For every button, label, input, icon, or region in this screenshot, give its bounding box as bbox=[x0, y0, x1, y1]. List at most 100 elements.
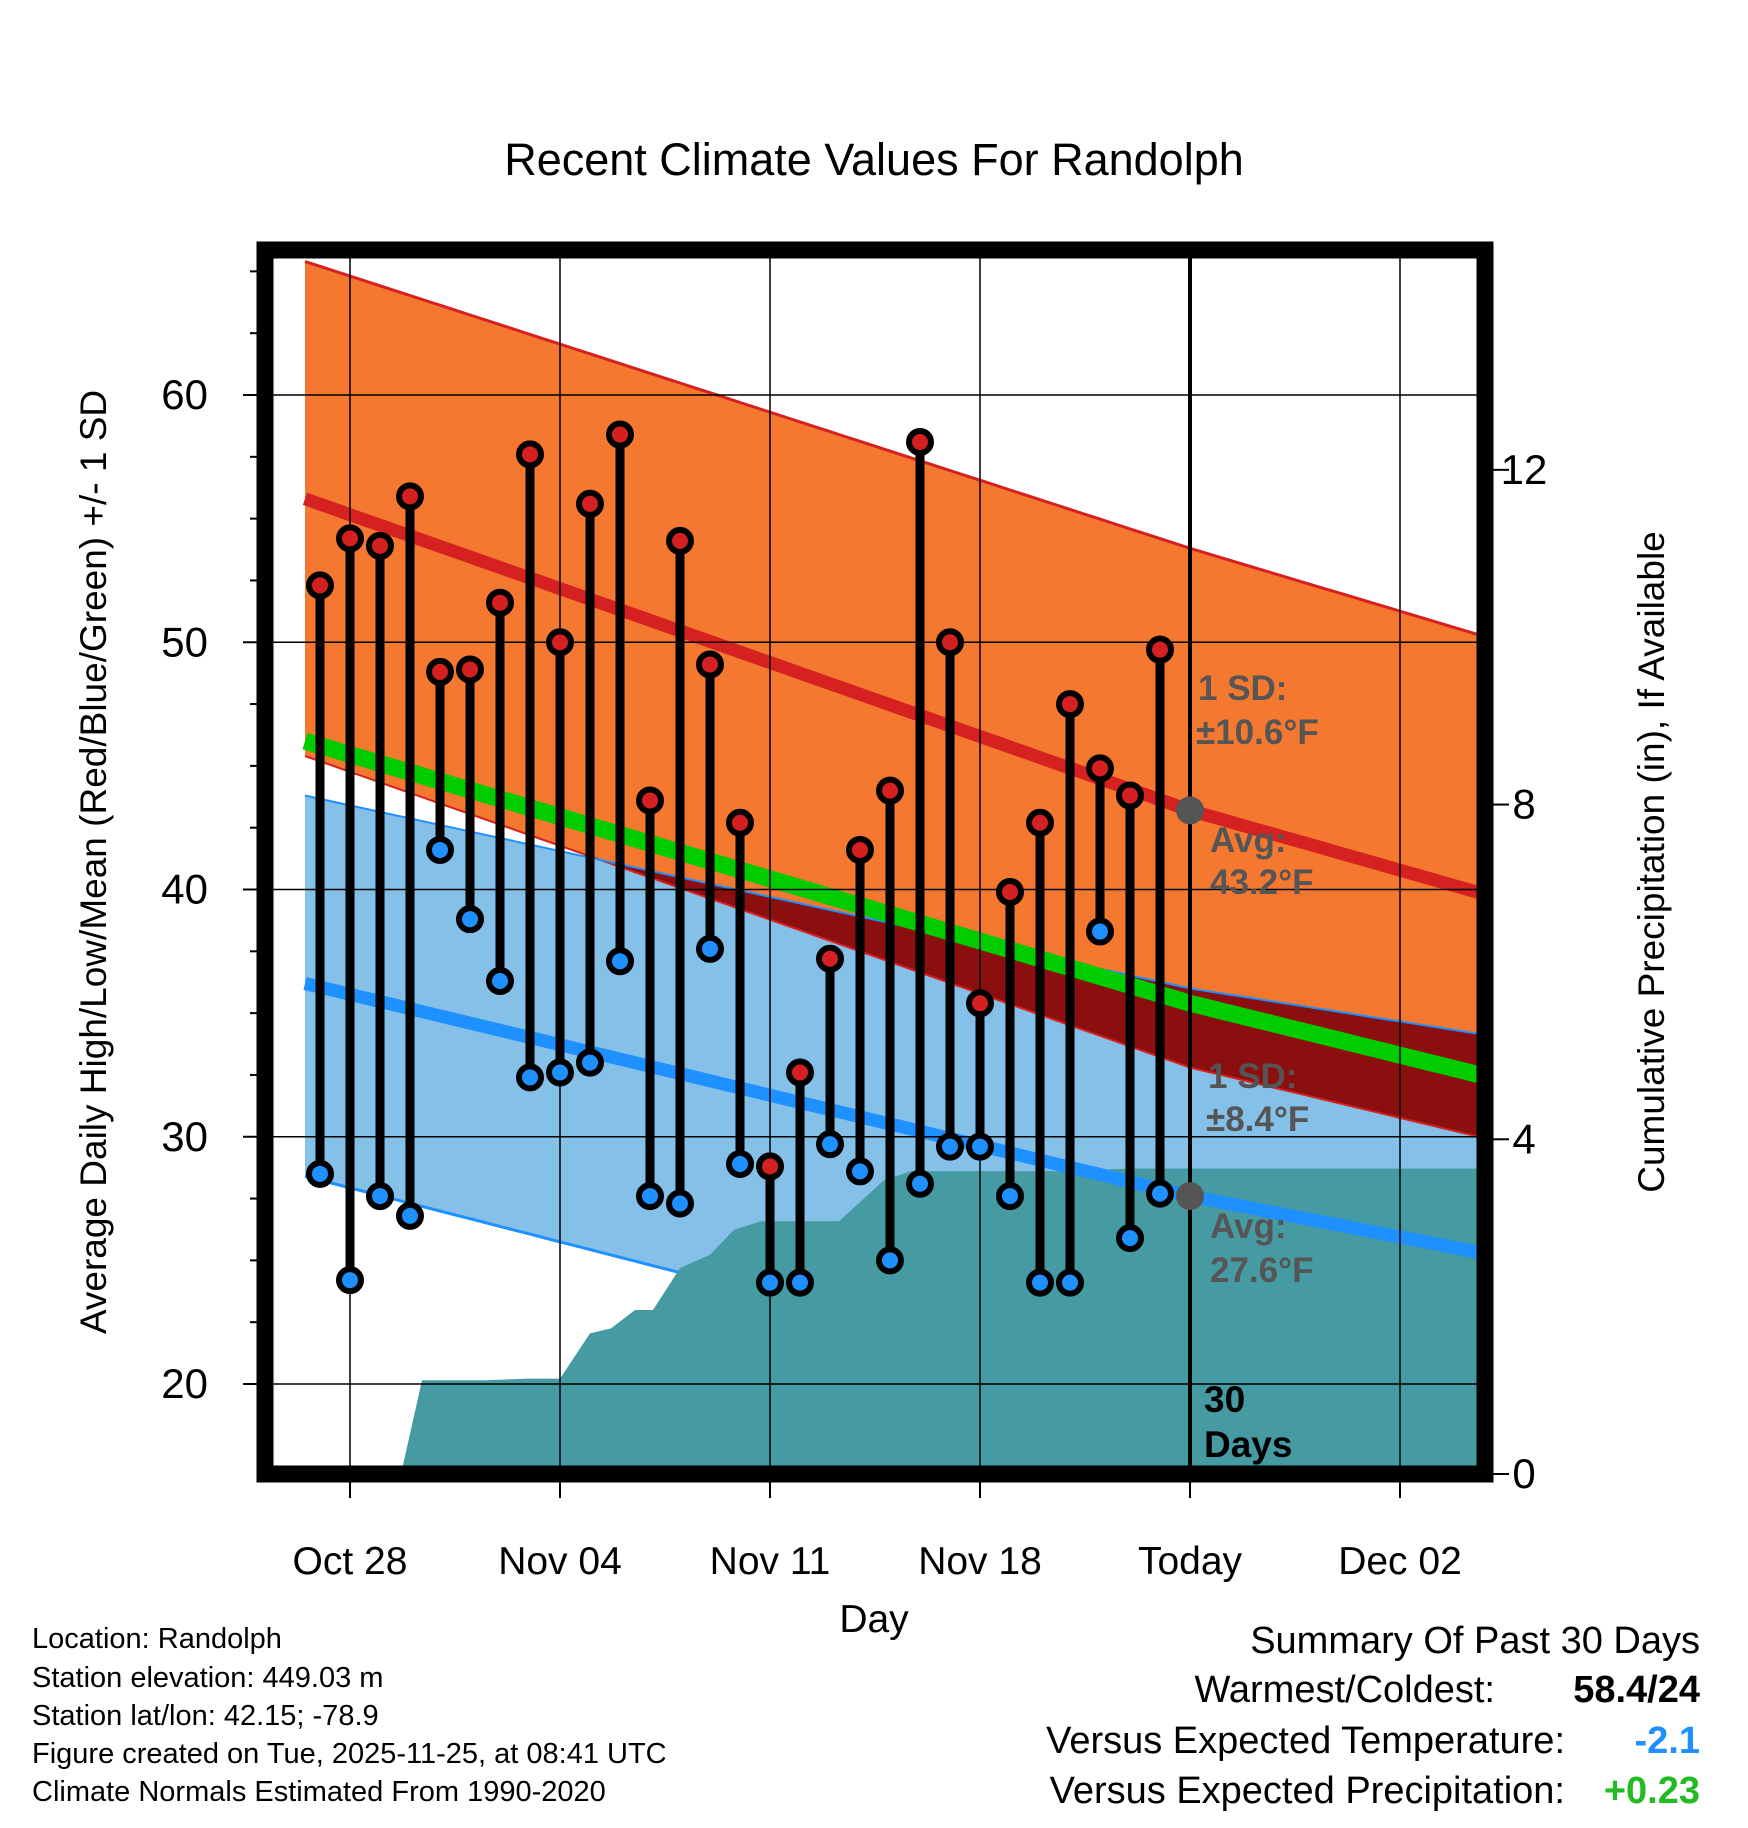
normal-mean-line bbox=[302, 732, 1485, 1085]
obs-high-point bbox=[996, 877, 1024, 906]
y-tick-label: 30 bbox=[161, 1113, 208, 1160]
summary-title: Summary Of Past 30 Days bbox=[1250, 1620, 1700, 1662]
obs-high-point bbox=[546, 628, 574, 657]
y-tick-label: 20 bbox=[161, 1360, 208, 1407]
y-tick-label: 40 bbox=[161, 866, 208, 913]
obs-high-point bbox=[396, 482, 424, 511]
obs-low-point bbox=[1116, 1224, 1144, 1253]
chart-title: Recent Climate Values For Randolph bbox=[504, 134, 1244, 185]
obs-low-point bbox=[756, 1268, 784, 1297]
x-tick-label: Nov 18 bbox=[918, 1540, 1042, 1583]
obs-high-point bbox=[1026, 808, 1054, 837]
obs-low-point bbox=[996, 1182, 1024, 1211]
y2-tick-label: 8 bbox=[1512, 781, 1535, 828]
today-high-avg-point bbox=[1176, 796, 1204, 825]
obs-high-point bbox=[1116, 781, 1144, 810]
summary-warm-cold-label: Warmest/Coldest: bbox=[1194, 1669, 1495, 1711]
x-tick-label: Today bbox=[1138, 1540, 1243, 1583]
obs-high-point bbox=[1146, 635, 1174, 664]
obs-low-point bbox=[906, 1169, 934, 1198]
y-tick-label: 60 bbox=[161, 371, 208, 418]
high-sd-value: ±10.6°F bbox=[1196, 713, 1319, 752]
x-tick-label: Oct 28 bbox=[293, 1540, 408, 1583]
window-unit: Days bbox=[1204, 1424, 1292, 1465]
obs-low-point bbox=[1026, 1268, 1054, 1297]
high-upper-edge bbox=[304, 260, 1485, 639]
info-latlon: Station lat/lon: 42.15; -78.9 bbox=[32, 1700, 379, 1732]
obs-low-point bbox=[696, 934, 724, 963]
low-sd-label: 1 SD: bbox=[1208, 1057, 1297, 1096]
high-sd-label: 1 SD: bbox=[1198, 669, 1287, 708]
x-tick-label: Nov 11 bbox=[710, 1540, 831, 1583]
obs-high-point bbox=[966, 989, 994, 1018]
obs-high-point bbox=[606, 420, 634, 449]
high-avg-label: Avg: bbox=[1210, 821, 1286, 860]
summary-precip-value: +0.23 bbox=[1603, 1770, 1700, 1812]
obs-low-point bbox=[636, 1182, 664, 1211]
summary-precip-label: Versus Expected Precipitation: bbox=[1049, 1770, 1565, 1812]
info-created: Figure created on Tue, 2025-11-25, at 08… bbox=[32, 1738, 667, 1770]
obs-high-point bbox=[726, 808, 754, 837]
obs-low-point bbox=[966, 1132, 994, 1161]
obs-high-point bbox=[1056, 690, 1084, 719]
y2-tick-label: 4 bbox=[1512, 1115, 1535, 1162]
obs-low-point bbox=[786, 1268, 814, 1297]
obs-high-point bbox=[936, 628, 964, 657]
obs-high-point bbox=[786, 1058, 814, 1087]
obs-low-point bbox=[546, 1058, 574, 1087]
y2-tick-label: 0 bbox=[1512, 1450, 1535, 1497]
summary-temp-value: -2.1 bbox=[1634, 1720, 1700, 1762]
obs-low-point bbox=[336, 1266, 364, 1295]
obs-high-point bbox=[666, 526, 694, 555]
obs-low-point bbox=[306, 1159, 334, 1188]
low-avg-value: 27.6°F bbox=[1210, 1251, 1314, 1290]
obs-low-point bbox=[456, 905, 484, 934]
obs-low-point bbox=[666, 1189, 694, 1218]
summary-temp-label: Versus Expected Temperature: bbox=[1046, 1720, 1565, 1762]
obs-low-point bbox=[576, 1048, 604, 1077]
obs-high-point bbox=[426, 657, 454, 686]
obs-low-point bbox=[816, 1130, 844, 1159]
low-avg-label: Avg: bbox=[1210, 1207, 1286, 1246]
window-count: 30 bbox=[1204, 1379, 1245, 1420]
obs-low-point bbox=[846, 1157, 874, 1186]
obs-low-point bbox=[516, 1063, 544, 1092]
obs-high-point bbox=[906, 427, 934, 456]
x-tick-label: Nov 04 bbox=[498, 1540, 622, 1583]
obs-high-point bbox=[516, 440, 544, 469]
normal-low-line bbox=[303, 977, 1485, 1261]
obs-high-point bbox=[696, 650, 724, 679]
today-low-avg-point bbox=[1176, 1182, 1204, 1211]
plot-frame bbox=[256, 241, 1494, 1483]
obs-high-point bbox=[336, 524, 364, 553]
info-normals: Climate Normals Estimated From 1990-2020 bbox=[32, 1776, 606, 1808]
obs-low-point bbox=[426, 835, 454, 864]
high-lower-edge bbox=[304, 755, 1485, 1140]
obs-low-point bbox=[606, 947, 634, 976]
obs-low-point bbox=[1086, 917, 1114, 946]
obs-high-point bbox=[816, 944, 844, 973]
low-sd-value: ±8.4°F bbox=[1206, 1100, 1309, 1139]
obs-high-point bbox=[756, 1152, 784, 1181]
y2-tick-label: 12 bbox=[1501, 446, 1548, 493]
obs-high-point bbox=[306, 571, 334, 600]
obs-low-point bbox=[936, 1132, 964, 1161]
obs-high-point bbox=[456, 655, 484, 684]
obs-high-point bbox=[846, 835, 874, 864]
obs-low-point bbox=[876, 1246, 904, 1275]
obs-low-point bbox=[486, 966, 514, 995]
x-axis-label: Day bbox=[839, 1598, 909, 1641]
obs-low-point bbox=[1146, 1179, 1174, 1208]
normal-high-line bbox=[302, 492, 1485, 902]
obs-high-point bbox=[876, 776, 904, 805]
axes: 20 30 40 50 60 0 4 8 12 Oct 28 Nov 04 Nov 11 Nov 18 T… bbox=[73, 241, 1672, 1641]
y-axis-label: Average Daily High/Low/Mean (Red/Blue/Gr… bbox=[73, 390, 114, 1334]
obs-high-point bbox=[636, 786, 664, 815]
y2-axis-label: Cumulative Precipitation (in), If Availa… bbox=[1631, 531, 1672, 1193]
obs-high-point bbox=[366, 531, 394, 560]
plot-area bbox=[265, 250, 1485, 1474]
obs-low-point bbox=[726, 1149, 754, 1178]
high-avg-value: 43.2°F bbox=[1210, 863, 1314, 902]
